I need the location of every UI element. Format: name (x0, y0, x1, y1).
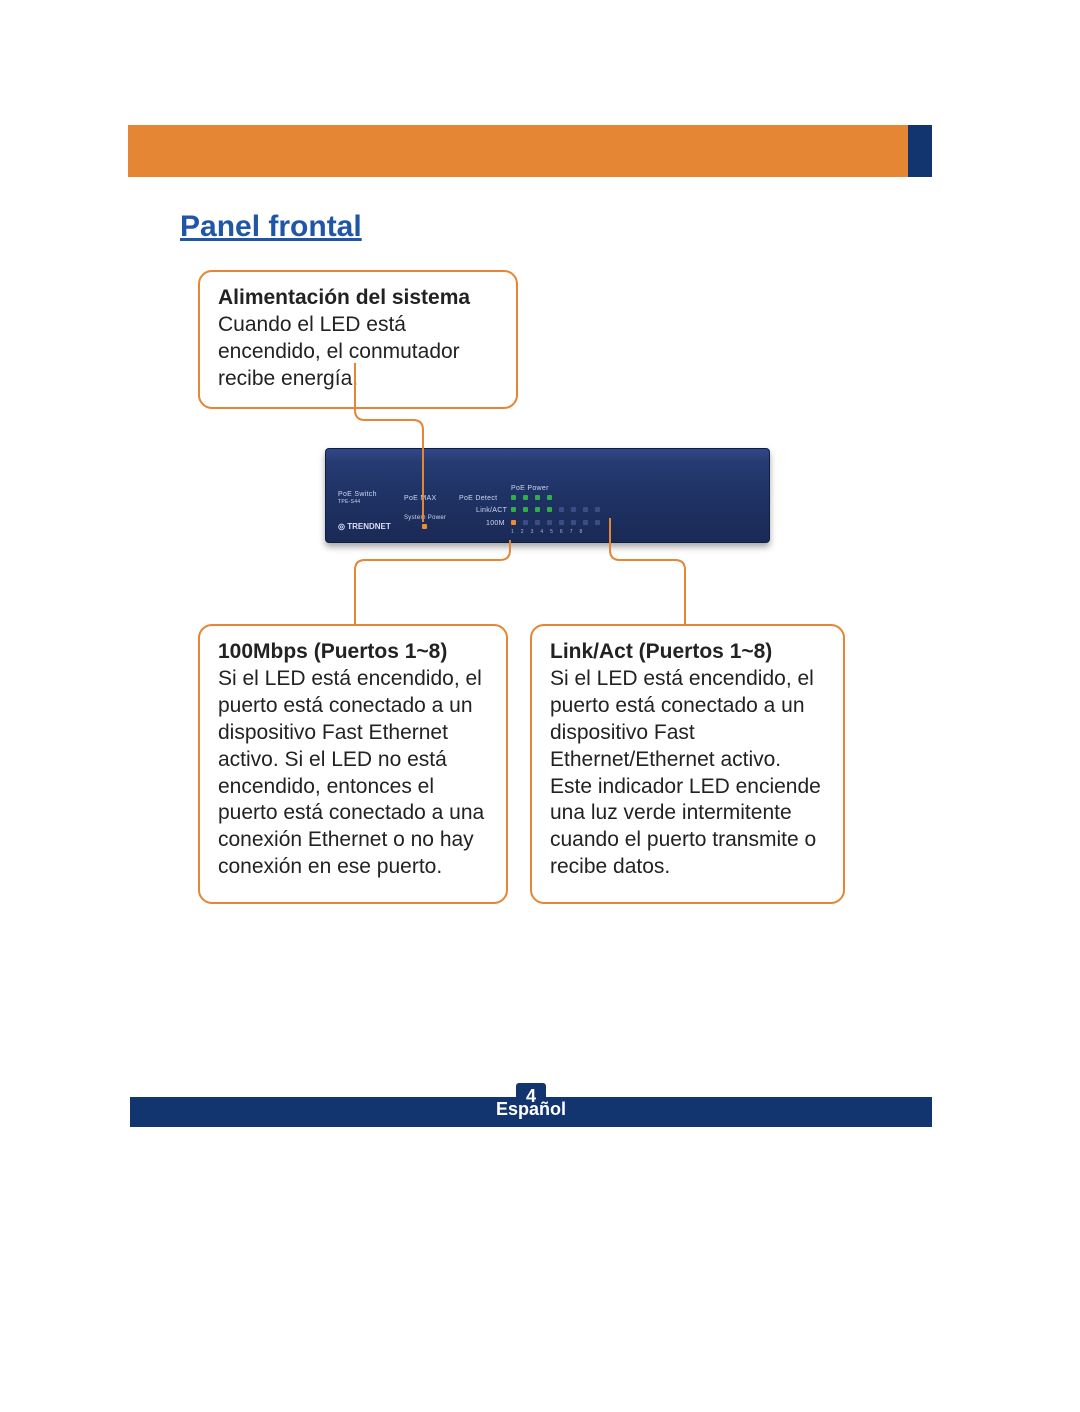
page: Panel frontal Alimentación del sistema C… (0, 0, 1080, 1412)
header-bar-orange (128, 125, 908, 177)
led-row-link-act (511, 507, 600, 512)
led (547, 495, 552, 500)
device-model-line1: PoE Switch (338, 491, 377, 498)
device-label-poe-power: PoE Power (511, 485, 549, 492)
led (559, 520, 564, 525)
footer-language: Español (130, 1099, 932, 1120)
device-label-poe-max: PoE MAX (404, 495, 436, 502)
led (583, 520, 588, 525)
page-title: Panel frontal (180, 210, 362, 244)
port-number: 8 (579, 529, 582, 535)
led (547, 520, 552, 525)
led (523, 507, 528, 512)
callout-body: Cuando el LED está encendido, el conmuta… (218, 312, 498, 393)
callout-system-power: Alimentación del sistema Cuando el LED e… (198, 270, 518, 409)
device-brand-text: TRENDNET (347, 522, 391, 531)
port-number: 3 (531, 529, 534, 535)
led-row-poe-power (511, 495, 552, 500)
callout-body: Si el LED está encendido, el puerto está… (550, 666, 825, 881)
led (571, 507, 576, 512)
callout-100mbps: 100Mbps (Puertos 1~8) Si el LED está enc… (198, 624, 508, 904)
port-number: 2 (521, 529, 524, 535)
callout-body: Si el LED está encendido, el puerto está… (218, 666, 488, 881)
footer: 4 Español (130, 1083, 932, 1127)
port-number: 1 (511, 529, 514, 535)
led (571, 520, 576, 525)
callout-title: 100Mbps (Puertos 1~8) (218, 640, 488, 664)
device-label-100m: 100M (486, 520, 505, 527)
led (523, 520, 528, 525)
led (583, 507, 588, 512)
led (535, 520, 540, 525)
connector-c2 (355, 540, 510, 624)
led-system-power (422, 524, 427, 529)
device-port-numbers: 1 2 3 4 5 6 7 8 (511, 529, 582, 535)
led (547, 507, 552, 512)
device-brand: ◎ TRENDNET (338, 522, 391, 531)
device-label-poe-detect: PoE Detect (459, 495, 497, 502)
header-bar-navy (908, 125, 932, 177)
led (595, 520, 600, 525)
led (511, 520, 516, 525)
led (535, 495, 540, 500)
device-top-edge (326, 449, 769, 463)
led (559, 507, 564, 512)
callout-title: Alimentación del sistema (218, 286, 498, 310)
led (535, 507, 540, 512)
led (511, 495, 516, 500)
led (595, 507, 600, 512)
led-row-100m (511, 520, 600, 525)
port-number: 5 (550, 529, 553, 535)
port-number: 4 (540, 529, 543, 535)
device-model-line2: TPE-S44 (338, 499, 360, 505)
callout-link-act: Link/Act (Puertos 1~8) Si el LED está en… (530, 624, 845, 904)
device-label-link-act: Link/ACT (476, 507, 507, 514)
device-front-panel: PoE Switch TPE-S44 ◎ TRENDNET PoE MAX Sy… (325, 448, 770, 543)
callout-title: Link/Act (Puertos 1~8) (550, 640, 825, 664)
port-number: 7 (570, 529, 573, 535)
port-number: 6 (560, 529, 563, 535)
header-bar (128, 125, 933, 177)
led (523, 495, 528, 500)
device-label-system-power: System Power (404, 515, 446, 521)
led (511, 507, 516, 512)
